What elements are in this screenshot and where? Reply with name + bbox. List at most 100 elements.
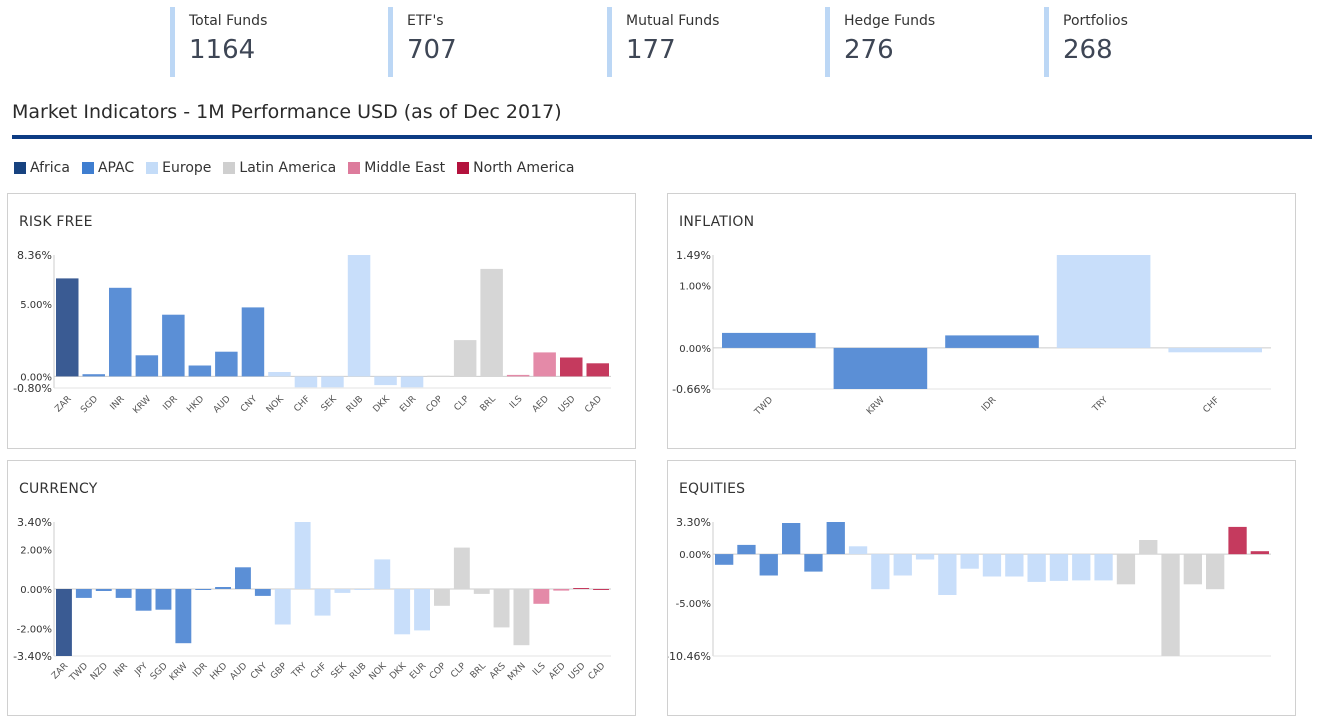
bar (188, 365, 212, 377)
x-tick-label: IDR (980, 395, 998, 413)
stat-value: 177 (626, 35, 676, 65)
bar (871, 554, 890, 590)
stat-portfolios: Portfolios 268 (1044, 7, 1244, 77)
stat-label: Total Funds (189, 13, 268, 29)
y-tick-label: 0.00% (679, 550, 711, 561)
x-tick-label: USD (557, 394, 578, 415)
bar (513, 589, 530, 646)
bar (737, 544, 756, 555)
y-tick-label: -0.66% (672, 383, 711, 396)
x-tick-label: TWD (752, 395, 775, 418)
panel-title: CURRENCY (19, 481, 98, 497)
x-tick-label: DKK (388, 661, 409, 682)
bar (347, 255, 371, 377)
bar (722, 332, 816, 348)
stat-label: Portfolios (1063, 13, 1128, 29)
stat-total-funds: Total Funds 1164 (170, 7, 370, 77)
inflation-chart: 1.49% 1.00% 0.00% -0.66% TWD KRW IDR TRY CHF (672, 249, 1271, 418)
x-tick-label: KRW (168, 661, 190, 683)
bar (804, 554, 823, 572)
x-tick-label: JPY (133, 661, 151, 679)
legend-label: Africa (30, 160, 70, 176)
x-tick-label: CHF (309, 661, 329, 681)
x-tick-label: KRW (131, 394, 153, 416)
bar (434, 589, 450, 606)
x-tick-label: CHF (292, 394, 312, 414)
bar (453, 547, 470, 589)
x-tick-label: GBP (269, 661, 290, 682)
title-divider (12, 135, 1312, 139)
legend-item-africa[interactable]: Africa (14, 160, 70, 176)
x-tick-label: ZAR (53, 394, 73, 414)
legend-item-latin-america[interactable]: Latin America (223, 160, 336, 176)
x-tick-label: TWD (67, 661, 90, 684)
x-tick-label: RUB (345, 394, 366, 415)
bar (938, 554, 957, 595)
x-tick-label: USD (567, 661, 588, 682)
x-tick-label: AUD (212, 394, 233, 415)
bar (1072, 554, 1091, 581)
x-tick-label: NOK (265, 394, 287, 416)
bar (493, 589, 510, 628)
x-tick-label: INR (109, 394, 127, 412)
bar (195, 589, 212, 590)
bar (573, 588, 590, 589)
x-tick-label: CNY (239, 394, 260, 415)
y-tick-label: -0.80% (13, 382, 52, 395)
equities-panel: EQUITIES 3.30% 0.00% -5.00% -10.46% (667, 460, 1296, 716)
bar (1168, 347, 1262, 353)
bar (109, 287, 132, 377)
bar (321, 376, 344, 388)
x-tick-label: TRY (289, 661, 309, 681)
x-tick-label: INR (112, 661, 130, 679)
x-tick-label: ZAR (50, 661, 70, 681)
bar (1094, 554, 1113, 581)
x-tick-label: NZD (89, 661, 110, 682)
legend-swatch (146, 162, 159, 174)
bar (175, 589, 192, 644)
bar (553, 589, 570, 591)
x-tick-label: COP (428, 661, 449, 682)
equities-chart: 3.30% 0.00% -5.00% -10.46% (668, 516, 1271, 663)
legend-item-north-america[interactable]: North America (457, 160, 575, 176)
stat-value: 268 (1063, 35, 1113, 65)
bar (506, 374, 530, 377)
y-tick-label: 3.30% (676, 516, 711, 529)
bar (1056, 255, 1151, 348)
bar (1228, 526, 1247, 555)
x-tick-label: ILS (531, 661, 548, 678)
bar (715, 554, 734, 565)
y-tick-label: 0.00% (20, 372, 52, 383)
x-tick-label: CHF (1202, 395, 1222, 415)
bar (294, 376, 318, 388)
legend-item-middle-east[interactable]: Middle East (348, 160, 445, 176)
y-tick-label: 1.49% (676, 249, 711, 262)
bar (235, 567, 251, 589)
legend-swatch (81, 162, 94, 174)
x-tick-label: AUD (228, 661, 249, 682)
bar (759, 554, 778, 576)
bar (56, 278, 79, 377)
bar (893, 554, 912, 576)
legend-item-europe[interactable]: Europe (146, 160, 211, 176)
bar (982, 554, 1002, 577)
legend-item-apac[interactable]: APAC (81, 160, 134, 176)
bar (254, 589, 271, 596)
legend-swatch (348, 162, 361, 174)
legend-label: Middle East (364, 160, 446, 176)
panel-title: INFLATION (679, 214, 755, 230)
bar (162, 314, 185, 377)
x-tick-label: CNY (249, 661, 270, 682)
x-tick-label: CLP (449, 661, 468, 680)
bar (1116, 554, 1136, 585)
bar (155, 589, 172, 610)
x-tick-label: EUR (408, 661, 428, 681)
x-tick-label: BRL (479, 394, 498, 413)
bar (1049, 554, 1069, 581)
x-tick-label: BRL (469, 661, 488, 680)
bar (414, 589, 430, 631)
bar (960, 554, 979, 569)
panel-title: RISK FREE (19, 214, 93, 230)
x-tick-label: DKK (372, 394, 393, 415)
bar (533, 589, 550, 604)
